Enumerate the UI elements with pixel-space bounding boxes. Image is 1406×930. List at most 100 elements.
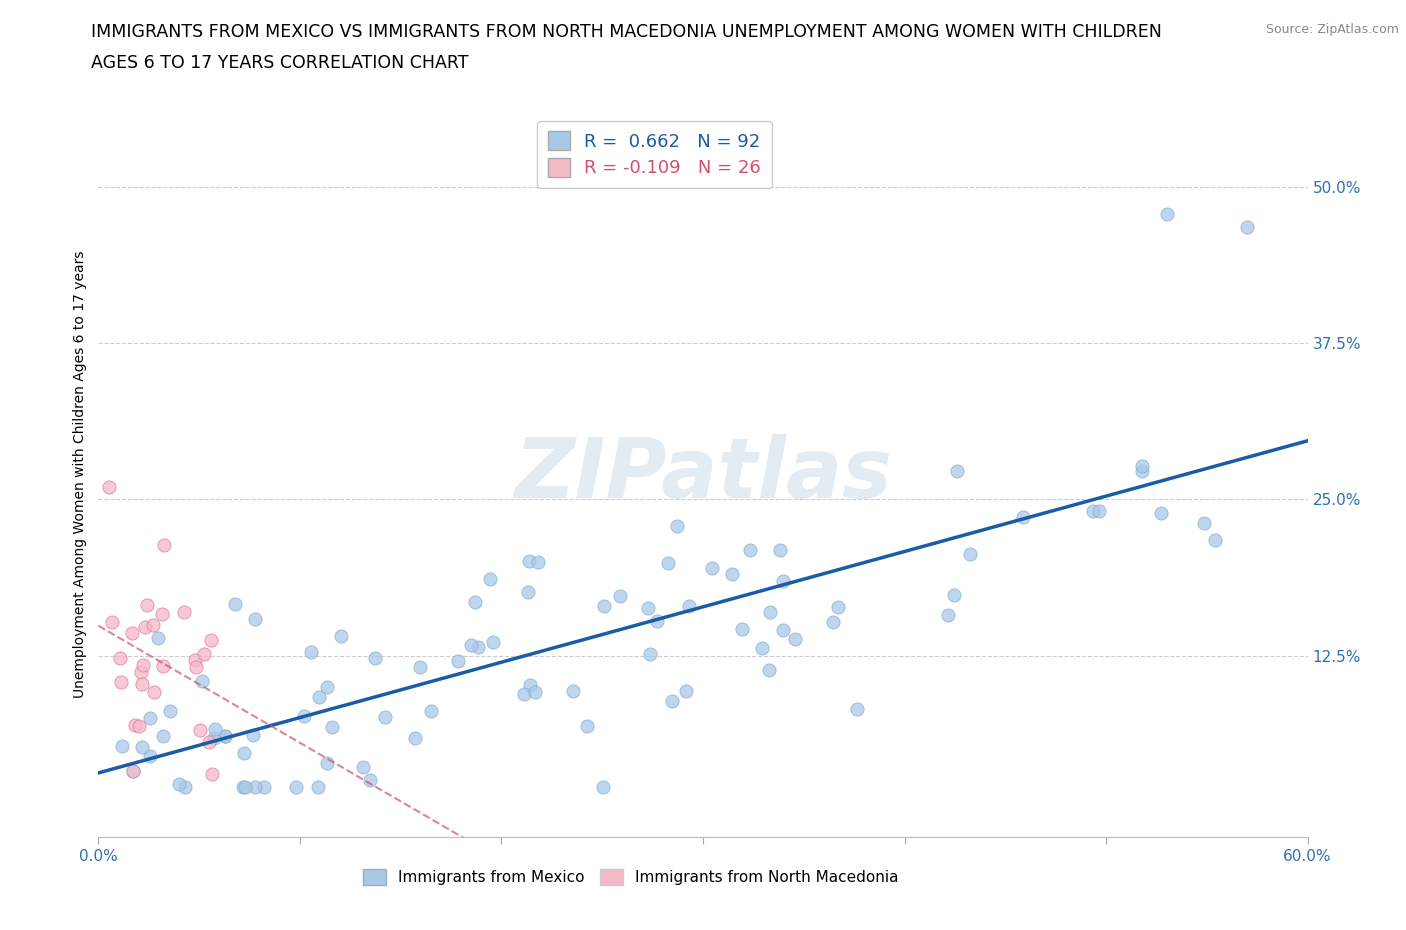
Point [460, 638, 482, 653]
Point [204, 721, 226, 736]
Point [232, 779, 254, 794]
Point [783, 631, 806, 646]
Point [751, 640, 773, 655]
Point [284, 779, 307, 794]
Point [167, 777, 190, 791]
Point [191, 673, 214, 688]
Point [1081, 504, 1104, 519]
Point [657, 555, 679, 570]
Point [409, 659, 432, 674]
Point [592, 598, 614, 613]
Point [330, 628, 353, 643]
Point [121, 764, 143, 778]
Point [184, 660, 207, 675]
Point [772, 622, 794, 637]
Point [943, 588, 966, 603]
Point [152, 659, 174, 674]
Point [352, 759, 374, 774]
Point [678, 599, 700, 614]
Point [758, 662, 780, 677]
Point [609, 588, 631, 603]
Point [134, 620, 156, 635]
Point [1130, 464, 1153, 479]
Point [224, 596, 246, 611]
Point [184, 653, 207, 668]
Point [517, 553, 540, 568]
Point [307, 779, 329, 794]
Point [482, 635, 505, 650]
Point [827, 600, 849, 615]
Point [143, 684, 166, 699]
Text: AGES 6 TO 17 YEARS CORRELATION CHART: AGES 6 TO 17 YEARS CORRELATION CHART [91, 54, 468, 72]
Point [661, 694, 683, 709]
Point [740, 542, 762, 557]
Point [561, 684, 583, 699]
Point [129, 665, 152, 680]
Point [152, 729, 174, 744]
Point [253, 779, 276, 794]
Point [110, 674, 132, 689]
Point [245, 779, 267, 794]
Point [638, 646, 661, 661]
Point [142, 618, 165, 632]
Point [467, 640, 489, 655]
Point [1011, 509, 1033, 524]
Point [243, 612, 266, 627]
Point [316, 679, 339, 694]
Point [153, 538, 176, 552]
Point [936, 608, 959, 623]
Point [138, 711, 160, 725]
Point [576, 719, 599, 734]
Point [148, 631, 170, 645]
Point [101, 615, 124, 630]
Point [645, 614, 668, 629]
Point [1130, 458, 1153, 473]
Point [420, 704, 443, 719]
Point [1192, 515, 1215, 530]
Point [174, 779, 197, 794]
Point [479, 572, 502, 587]
Point [214, 729, 236, 744]
Point [959, 547, 981, 562]
Point [159, 704, 181, 719]
Point [150, 606, 173, 621]
Point [131, 739, 153, 754]
Point [233, 746, 256, 761]
Point [173, 604, 195, 619]
Point [769, 542, 792, 557]
Legend: Immigrants from Mexico, Immigrants from North Macedonia: Immigrants from Mexico, Immigrants from … [357, 863, 904, 891]
Point [730, 621, 752, 636]
Point [202, 731, 225, 746]
Point [464, 594, 486, 609]
Point [294, 709, 316, 724]
Point [700, 561, 723, 576]
Point [233, 779, 256, 794]
Point [110, 650, 132, 665]
Point [527, 555, 550, 570]
Point [200, 632, 222, 647]
Point [1204, 533, 1226, 548]
Point [523, 684, 546, 699]
Point [1236, 219, 1258, 234]
Point [1156, 206, 1178, 221]
Point [720, 566, 742, 581]
Point [111, 739, 134, 754]
Point [201, 767, 224, 782]
Point [447, 653, 470, 668]
Point [139, 749, 162, 764]
Text: ZIPatlas: ZIPatlas [515, 433, 891, 515]
Point [517, 584, 540, 599]
Point [132, 658, 155, 672]
Point [131, 676, 153, 691]
Point [666, 518, 689, 533]
Point [242, 728, 264, 743]
Point [823, 615, 845, 630]
Point [772, 573, 794, 588]
Point [308, 690, 330, 705]
Point [214, 729, 236, 744]
Point [121, 626, 143, 641]
Point [946, 463, 969, 478]
Point [675, 684, 697, 698]
Point [299, 645, 322, 660]
Point [374, 710, 396, 724]
